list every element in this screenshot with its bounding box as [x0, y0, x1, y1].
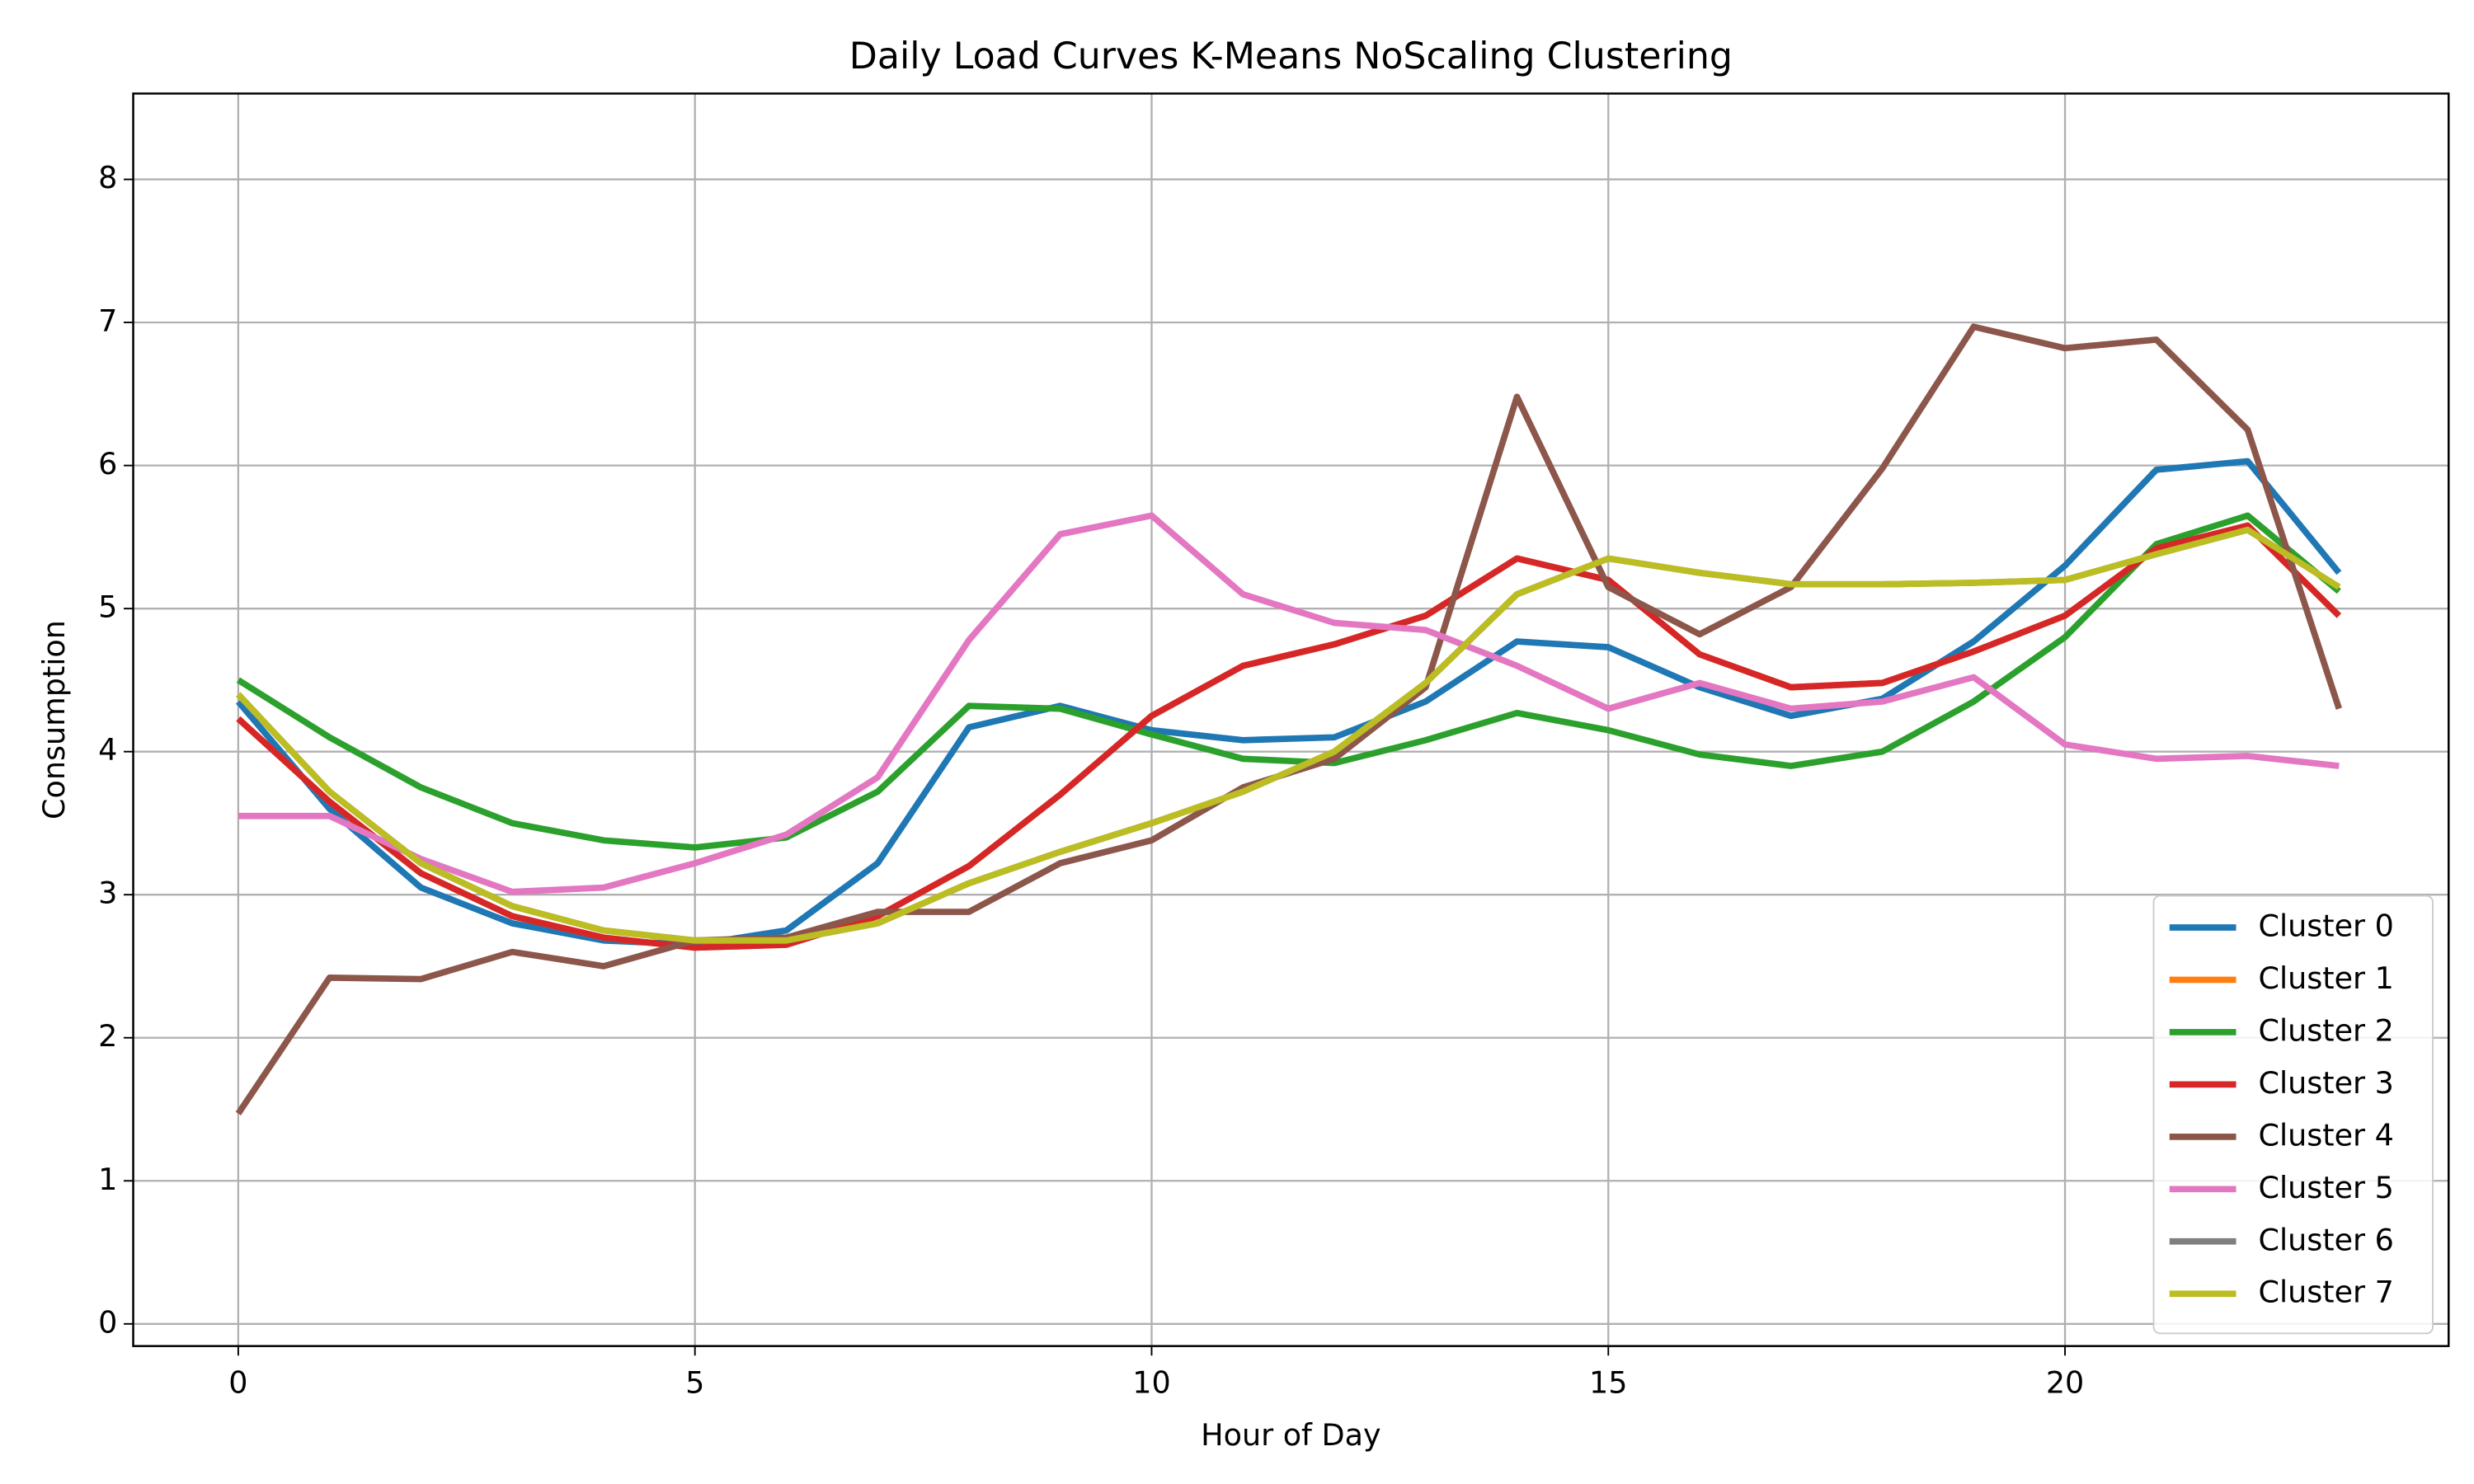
- legend-label: Cluster 7: [2258, 1275, 2393, 1310]
- legend-label: Cluster 6: [2258, 1222, 2393, 1257]
- x-tick-label: 20: [2046, 1364, 2084, 1400]
- legend-label: Cluster 1: [2258, 960, 2393, 996]
- series-line: [236, 522, 2342, 951]
- y-tick-label: 6: [98, 446, 117, 481]
- y-tick-label: 1: [98, 1162, 117, 1197]
- series-line: [235, 458, 2342, 948]
- series-line: [238, 512, 2340, 895]
- x-axis-label: Hour of Day: [1201, 1417, 1380, 1453]
- series-line: [235, 323, 2342, 1115]
- y-tick-label: 0: [98, 1304, 117, 1340]
- legend-label: Cluster 2: [2258, 1012, 2393, 1048]
- x-tick-label: 0: [228, 1364, 247, 1400]
- y-tick-label: 7: [98, 303, 117, 339]
- x-tick-label: 5: [685, 1364, 704, 1400]
- y-tick-label: 2: [98, 1018, 117, 1054]
- series-line: [236, 526, 2341, 944]
- x-tick-label: 10: [1132, 1364, 1170, 1400]
- y-tick-label: 5: [98, 589, 117, 625]
- y-tick-label: 4: [98, 732, 117, 768]
- series-line: [236, 512, 2341, 851]
- legend-label: Cluster 5: [2258, 1170, 2393, 1205]
- series-line: [236, 526, 2341, 944]
- legend-label: Cluster 3: [2258, 1065, 2393, 1101]
- plot-frame: [132, 92, 2450, 1347]
- y-tick-label: 8: [98, 160, 117, 195]
- y-tick-label: 3: [98, 876, 117, 911]
- legend-label: Cluster 0: [2258, 909, 2393, 944]
- legend-box: [2152, 895, 2434, 1335]
- y-axis-label: Consumption: [36, 620, 72, 819]
- chart-title: Daily Load Curves K-Means NoScaling Clus…: [849, 35, 1733, 77]
- x-tick-label: 15: [1589, 1364, 1627, 1400]
- legend-label: Cluster 4: [2258, 1117, 2393, 1153]
